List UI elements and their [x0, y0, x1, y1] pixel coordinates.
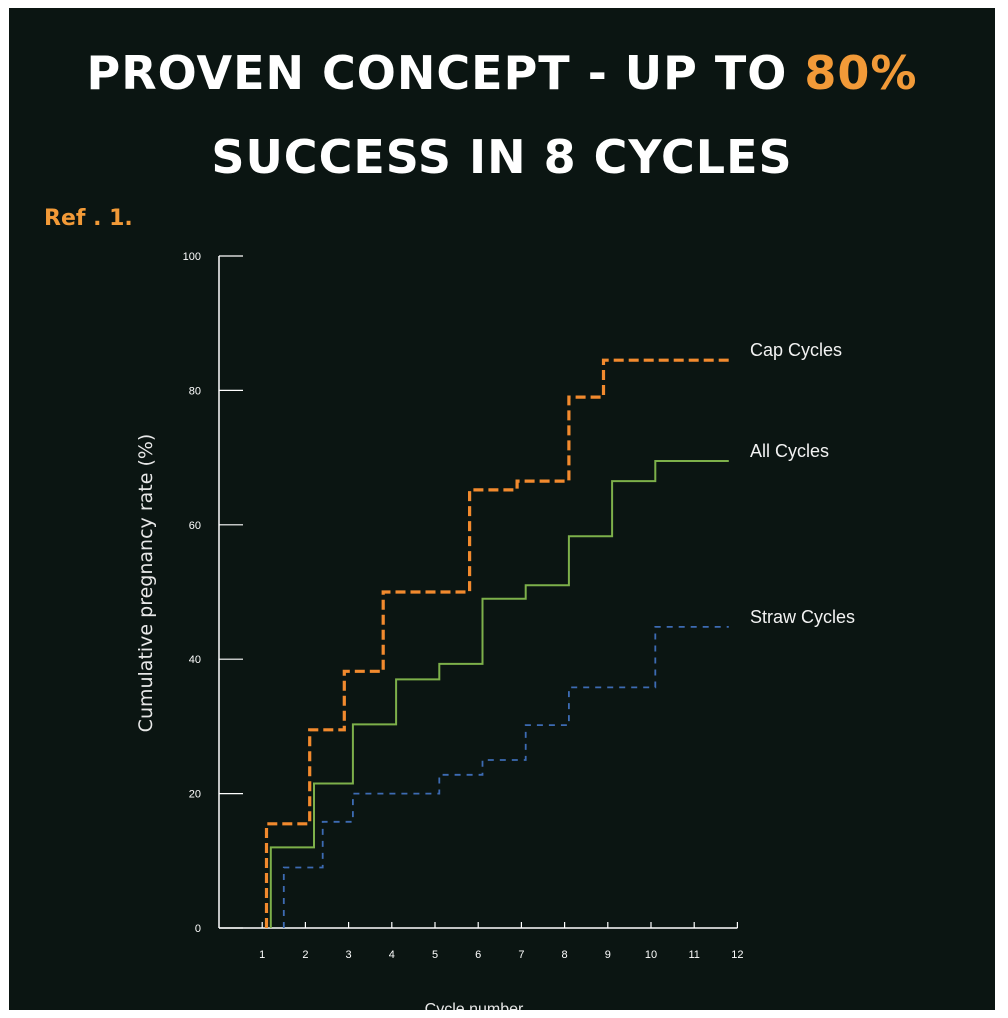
- x-tick-label: 3: [346, 949, 352, 961]
- x-tick-label: 9: [605, 949, 611, 961]
- y-tick-label: 0: [195, 923, 201, 935]
- series-label-all-cycles: All Cycles: [750, 441, 829, 461]
- x-tick-label: 5: [432, 949, 438, 961]
- series-line-cap-cycles: [264, 358, 729, 928]
- x-tick-label: 7: [518, 949, 524, 961]
- series-line-straw-cycles: [282, 626, 729, 928]
- series-label-straw-cycles: Straw Cycles: [750, 607, 855, 627]
- series-label-cap-cycles: Cap Cycles: [750, 340, 842, 360]
- y-tick-label: 80: [189, 385, 201, 397]
- title-accent: 80%: [804, 46, 918, 100]
- x-axis-label: Cycle number: [425, 1001, 524, 1010]
- y-axis-label: Cumulative pregnancy rate (%): [135, 434, 157, 733]
- x-tick-label: 11: [688, 949, 699, 961]
- y-tick-label: 40: [189, 654, 201, 666]
- y-tick-label: 20: [189, 789, 201, 801]
- slide: PROVEN CONCEPT - UP TO 80% SUCCESS IN 8 …: [9, 8, 995, 1010]
- chart-series: Cap Cycles All Cycles Straw Cycles: [264, 340, 855, 928]
- x-tick-label: 12: [731, 949, 743, 961]
- reference-note: Ref . 1.: [44, 206, 133, 231]
- title-prefix: PROVEN CONCEPT - UP TO: [86, 46, 805, 100]
- y-tick-label: 60: [189, 520, 201, 532]
- series-line-all-cycles: [269, 460, 729, 928]
- x-tick-label: 8: [562, 949, 568, 961]
- x-tick-label: 2: [302, 949, 308, 961]
- x-tick-label: 6: [475, 949, 481, 961]
- y-tick-label: 100: [183, 251, 201, 263]
- page-subtitle: SUCCESS IN 8 CYCLES: [211, 130, 793, 184]
- page-title: PROVEN CONCEPT - UP TO 80%: [9, 46, 995, 100]
- x-tick-label: 4: [389, 949, 395, 961]
- x-tick-label: 10: [645, 949, 657, 961]
- x-tick-label: 1: [259, 949, 265, 961]
